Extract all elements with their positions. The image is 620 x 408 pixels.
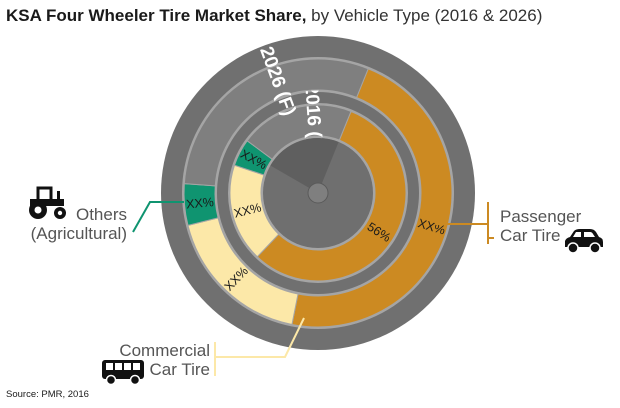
segment-2026-passenger bbox=[291, 68, 453, 328]
data-label-2026-others: XX% bbox=[185, 195, 214, 211]
category-label-commercial-line2: Car Tire bbox=[149, 360, 210, 379]
category-label-passenger-line2: Car Tire bbox=[500, 226, 561, 245]
data-label-2016-commercial: XX% bbox=[232, 200, 262, 220]
leader-line-others bbox=[132, 201, 184, 233]
category-label-commercial-line1: Commercial bbox=[119, 341, 210, 360]
segment-2016-passenger bbox=[256, 110, 407, 282]
bus-icon bbox=[102, 360, 144, 386]
ring-2016-header bbox=[246, 104, 352, 160]
category-label-others-line2: (Agricultural) bbox=[30, 224, 127, 243]
category-label-commercial: Commercial Car Tire bbox=[119, 341, 210, 379]
category-label-others: Others (Agricultural) bbox=[31, 205, 127, 243]
leader-line-commercial bbox=[215, 317, 305, 358]
chart-title: KSA Four Wheeler Tire Market Share, by V… bbox=[6, 6, 542, 26]
category-label-passenger: Passenger Car Tire bbox=[500, 207, 581, 245]
center-wedge bbox=[270, 137, 339, 193]
category-label-passenger-line1: Passenger bbox=[500, 207, 582, 226]
ring-2026-header bbox=[183, 58, 369, 187]
chart-title-rest: by Vehicle Type (2016 & 2026) bbox=[306, 6, 543, 25]
car-icon bbox=[565, 229, 603, 254]
chart-title-bold: KSA Four Wheeler Tire Market Share, bbox=[6, 6, 307, 25]
category-label-others-line1: Others bbox=[75, 205, 127, 224]
center-circle bbox=[307, 182, 329, 204]
source-note: Source: PMR, 2016 bbox=[6, 389, 89, 400]
tractor-icon bbox=[29, 186, 66, 219]
